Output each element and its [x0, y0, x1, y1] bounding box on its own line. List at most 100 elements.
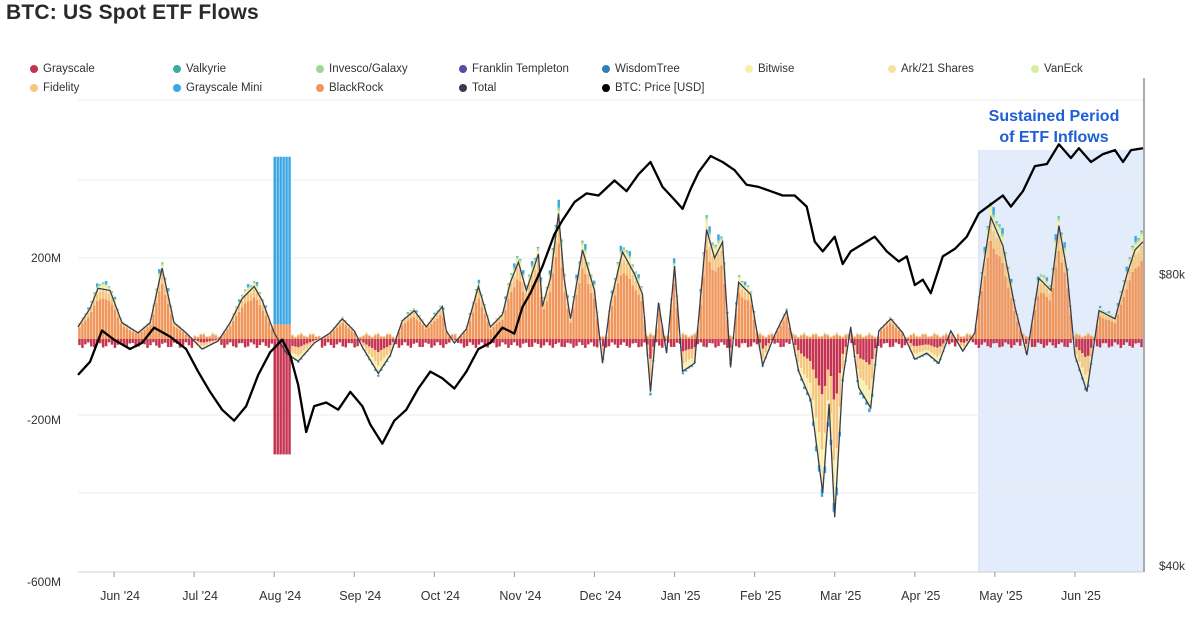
bar-fidelity — [113, 304, 117, 311]
bar-blackrock — [1110, 321, 1114, 339]
bar-fidelity — [912, 333, 915, 335]
bar-grayscale-mini — [1010, 278, 1013, 282]
bar-vaneck — [252, 282, 256, 284]
legend-item-bitwise[interactable]: Bitwise — [745, 63, 794, 75]
bar-blackrock — [711, 269, 714, 339]
legend-item-grayscale[interactable]: Grayscale — [30, 63, 95, 75]
bar-grayscale — [264, 339, 268, 346]
bar-vaneck — [439, 306, 442, 308]
bar-blackrock — [1107, 319, 1111, 339]
bar-grayscale-mini — [1036, 276, 1040, 280]
bar-fidelity — [646, 335, 649, 337]
bar-fidelity — [921, 345, 924, 352]
legend-item-total[interactable]: Total — [459, 82, 496, 94]
legend-item-ark-21-shares[interactable]: Ark/21 Shares — [888, 63, 974, 75]
bar-fidelity — [844, 346, 847, 355]
bar-grayscale — [356, 339, 359, 347]
legend-item-blackrock[interactable]: BlackRock — [316, 82, 383, 94]
bar-fidelity — [341, 319, 345, 324]
bar-vaneck — [628, 257, 631, 260]
bar-blackrock — [87, 317, 90, 339]
bar-ark-21-shares — [1004, 260, 1007, 265]
bar-blackrock — [856, 334, 859, 339]
bar-grayscale — [687, 339, 691, 350]
bar-grayscale — [862, 339, 865, 360]
bar-fidelity — [359, 340, 362, 343]
bar-fidelity — [817, 385, 821, 432]
bar-invesco-galaxy — [110, 291, 114, 293]
legend-item-fidelity[interactable]: Fidelity — [30, 82, 79, 94]
bar-grayscale — [613, 339, 617, 345]
bar-fidelity — [297, 334, 300, 336]
bar-grayscale-mini — [158, 269, 161, 273]
bar-blackrock — [246, 301, 250, 339]
bar-fidelity — [835, 393, 839, 449]
bar-fidelity — [844, 334, 847, 336]
right-axis-tick-label: $80k — [1159, 267, 1186, 281]
bar-blackrock — [619, 275, 623, 339]
bar-fidelity — [933, 333, 936, 335]
legend-item-franklin-templeton[interactable]: Franklin Templeton — [459, 63, 569, 75]
legend-item-btc-price[interactable]: BTC: Price [USD] — [602, 82, 704, 94]
legend-label: Invesco/Galaxy — [329, 63, 408, 75]
bar-grayscale-mini — [374, 369, 377, 372]
bar-grayscale — [669, 339, 673, 347]
bar-ark-21-shares — [95, 290, 99, 294]
bar-invesco-galaxy — [240, 295, 244, 297]
bar-valkyrie — [980, 272, 984, 273]
bar-fidelity — [1087, 355, 1090, 373]
bar-grayscale — [947, 339, 951, 345]
bar-bitwise — [146, 323, 149, 325]
bar-fidelity — [690, 335, 694, 336]
bar-grayscale-mini — [592, 280, 596, 284]
bar-invesco-galaxy — [640, 286, 643, 288]
legend-item-vaneck[interactable]: VanEck — [1031, 63, 1083, 75]
bar-grayscale — [649, 339, 652, 359]
bar-grayscale — [223, 339, 226, 348]
bar-blackrock — [1024, 336, 1028, 339]
bar-fidelity — [104, 291, 108, 300]
bar-grayscale-mini — [862, 395, 865, 399]
bar-fidelity — [584, 261, 587, 274]
bar-invesco-galaxy — [557, 207, 560, 211]
bar-grayscale-mini — [1063, 242, 1066, 247]
bar-fidelity — [134, 331, 137, 333]
bar-fidelity — [1001, 247, 1004, 263]
legend-item-grayscale-mini[interactable]: Grayscale Mini — [173, 82, 262, 94]
bar-fidelity — [637, 285, 640, 295]
legend-item-wisdomtree[interactable]: WisdomTree — [602, 63, 680, 75]
legend-item-valkyrie[interactable]: Valkyrie — [173, 63, 226, 75]
bar-grayscale — [663, 339, 667, 342]
bar-bitwise — [365, 350, 368, 355]
bar-grayscale — [98, 339, 102, 344]
x-axis-tick-label: Oct '24 — [421, 589, 460, 603]
bar-invesco-galaxy — [480, 295, 484, 296]
bar-bitwise — [888, 317, 892, 319]
bar-blackrock — [166, 304, 170, 339]
bar-grayscale — [232, 339, 235, 347]
bar-blackrock — [980, 290, 984, 339]
legend-item-invesco-galaxy[interactable]: Invesco/Galaxy — [316, 63, 408, 75]
plot-background — [978, 150, 1143, 572]
bar-grayscale — [995, 339, 998, 344]
bar-bitwise — [811, 399, 815, 422]
bar-grayscale — [868, 339, 871, 365]
bar-blackrock — [397, 331, 401, 339]
bar-fidelity — [800, 334, 803, 336]
bar-grayscale — [382, 339, 386, 349]
bar-fidelity — [782, 317, 785, 322]
bar-grayscale — [729, 339, 732, 348]
bar-grayscale — [353, 339, 356, 348]
bar-valkyrie — [1122, 280, 1126, 281]
bar-grayscale — [397, 339, 401, 348]
bar-fidelity — [622, 260, 626, 274]
bar-blackrock — [314, 336, 318, 339]
bar-fidelity — [805, 358, 809, 379]
bar-valkyrie — [255, 284, 259, 286]
bar-blackrock — [1042, 293, 1046, 339]
bar-vaneck — [527, 276, 531, 278]
x-axis-tick-label: Nov '24 — [499, 589, 541, 603]
bar-bitwise — [814, 417, 818, 446]
bar-grayscale — [1042, 339, 1046, 348]
bar-blackrock — [882, 328, 886, 339]
